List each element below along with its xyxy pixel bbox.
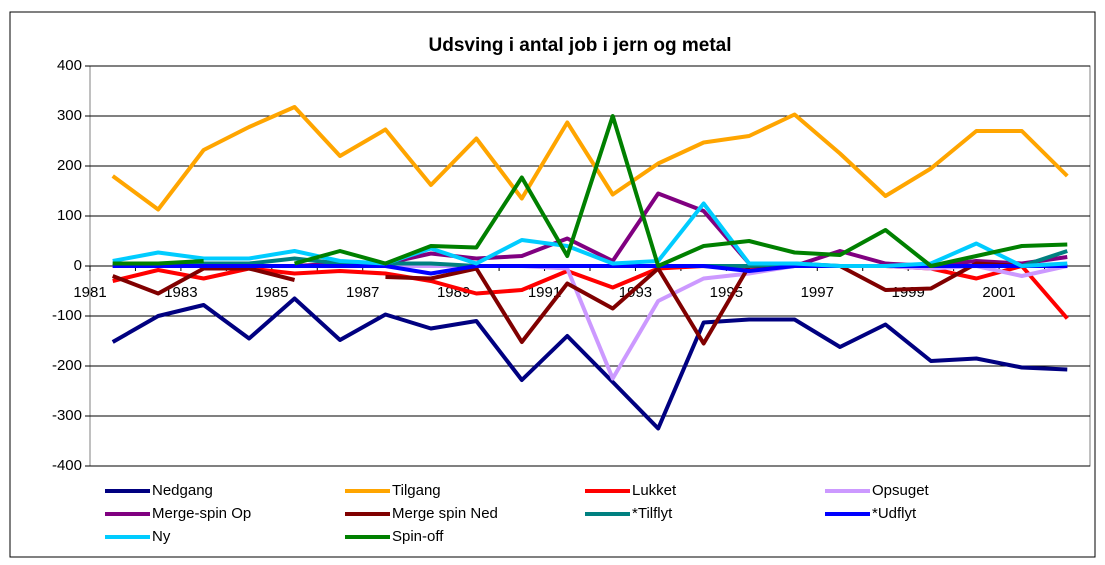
legend-label: Tilgang bbox=[392, 482, 441, 499]
series-line bbox=[112, 261, 1068, 346]
legend-label: Merge spin Ned bbox=[392, 505, 498, 522]
series-line bbox=[112, 114, 1068, 268]
series-line bbox=[111, 105, 1069, 212]
legend-label: Lukket bbox=[632, 482, 677, 499]
legend-label: *Tilflyt bbox=[632, 505, 673, 522]
chart-title: Udsving i antal job i jern og metal bbox=[429, 35, 732, 56]
y-tick-label: 200 bbox=[57, 157, 82, 174]
legend-label: Spin-off bbox=[392, 528, 444, 545]
y-tick-label: -200 bbox=[52, 357, 82, 374]
legend-label: Merge-spin Op bbox=[152, 505, 251, 522]
x-tick-label: 1985 bbox=[255, 284, 288, 301]
x-tick-label: 1991 bbox=[528, 284, 561, 301]
legend-label: Nedgang bbox=[152, 482, 213, 499]
x-tick-label: 1999 bbox=[891, 284, 924, 301]
y-tick-label: -400 bbox=[52, 457, 82, 474]
legend-label: Ny bbox=[152, 528, 171, 545]
x-tick-label: 1997 bbox=[801, 284, 834, 301]
legend-label: *Udflyt bbox=[872, 505, 917, 522]
y-tick-label: 0 bbox=[74, 257, 82, 274]
x-tick-label: 1987 bbox=[346, 284, 379, 301]
y-tick-label: -300 bbox=[52, 407, 82, 424]
y-tick-label: 300 bbox=[57, 107, 82, 124]
y-tick-label: 100 bbox=[57, 207, 82, 224]
x-tick-label: 1983 bbox=[164, 284, 197, 301]
series-line bbox=[111, 296, 1068, 431]
y-tick-label: -100 bbox=[52, 307, 82, 324]
series-line bbox=[112, 201, 1068, 268]
x-tick-label: 2001 bbox=[982, 284, 1015, 301]
x-tick-label: 1981 bbox=[73, 284, 106, 301]
y-tick-label: 400 bbox=[57, 57, 82, 74]
legend-label: Opsuget bbox=[872, 482, 930, 499]
